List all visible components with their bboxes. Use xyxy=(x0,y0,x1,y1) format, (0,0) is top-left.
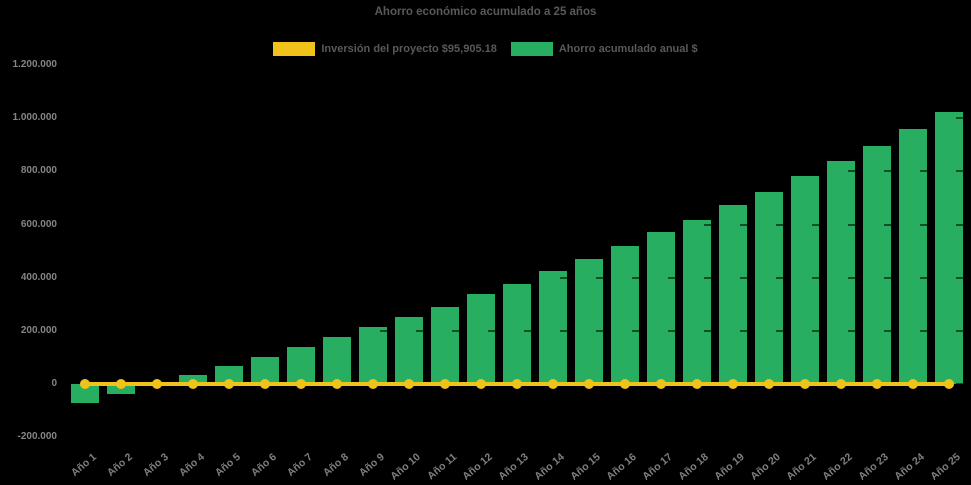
x-axis-tick-label: Año 1 xyxy=(68,451,99,479)
y-axis-tick-label: 1.000.000 xyxy=(12,112,58,124)
bar-ano-7[interactable] xyxy=(287,347,315,384)
y-axis-tick-label: 600.000 xyxy=(20,218,57,230)
bar-ano-8[interactable] xyxy=(323,337,351,384)
x-axis-tick-label: Año 15 xyxy=(568,451,603,483)
x-axis-tick-label: Año 16 xyxy=(604,451,639,483)
x-axis-tick-label: Año 17 xyxy=(640,451,675,483)
x-axis-tick-label: Año 10 xyxy=(388,451,423,483)
x-axis-tick-label: Año 12 xyxy=(460,451,495,483)
x-axis-tick-label: Año 22 xyxy=(820,451,855,483)
legend-swatch-icon xyxy=(510,42,553,56)
bar-ano-21[interactable] xyxy=(791,176,819,384)
investment-line-marker[interactable] xyxy=(476,379,486,389)
investment-line-marker[interactable] xyxy=(224,379,234,389)
bar-ano-22[interactable] xyxy=(827,160,855,384)
y-axis-tick-label: -200.000 xyxy=(17,431,57,443)
x-axis-tick-label: Año 21 xyxy=(784,451,819,483)
x-axis-tick-label: Año 11 xyxy=(424,451,459,483)
bar-ano-5[interactable] xyxy=(215,365,243,384)
y-axis-tick-label: 400.000 xyxy=(20,271,57,283)
investment-line-marker[interactable] xyxy=(332,379,342,389)
x-axis-tick-label: Año 3 xyxy=(140,451,171,479)
gridline xyxy=(63,276,963,279)
bar-ano-18[interactable] xyxy=(683,220,711,384)
bar-ano-17[interactable] xyxy=(647,232,675,384)
bar-ano-12[interactable] xyxy=(467,294,495,384)
investment-line-marker[interactable] xyxy=(656,379,666,389)
bar-ano-20[interactable] xyxy=(755,191,783,384)
legend-item-2[interactable]: Ahorro acumulado anual $ xyxy=(510,42,698,56)
bar-ano-19[interactable] xyxy=(719,204,747,384)
x-axis-tick-label: Año 5 xyxy=(212,451,243,479)
bar-ano-16[interactable] xyxy=(611,246,639,384)
legend-item-1[interactable]: Inversión del proyecto $95,905.18 xyxy=(273,42,497,56)
investment-line-marker[interactable] xyxy=(116,379,126,389)
legend-item-label: Inversión del proyecto $95,905.18 xyxy=(321,43,497,55)
gridline xyxy=(63,436,963,439)
bar-ano-24[interactable] xyxy=(899,128,927,384)
x-axis-tick-label: Año 20 xyxy=(748,451,783,483)
investment-line-marker[interactable] xyxy=(440,379,450,389)
y-axis-tick-label: 200.000 xyxy=(20,324,57,336)
bar-ano-10[interactable] xyxy=(395,316,423,384)
bar-ano-15[interactable] xyxy=(575,258,603,384)
gridline xyxy=(63,64,963,67)
investment-line-marker[interactable] xyxy=(764,379,774,389)
legend-swatch-icon xyxy=(273,42,316,56)
bar-ano-13[interactable] xyxy=(503,283,531,384)
gridline xyxy=(63,170,963,173)
gridline xyxy=(63,223,963,226)
bar-ano-25[interactable] xyxy=(935,111,963,384)
investment-line-marker[interactable] xyxy=(620,379,630,389)
investment-line-marker[interactable] xyxy=(512,379,522,389)
x-axis-tick-label: Año 4 xyxy=(176,451,207,479)
y-axis-tick-label: 0 xyxy=(51,378,57,389)
x-axis-tick-label: Año 14 xyxy=(532,451,567,483)
bar-ano-11[interactable] xyxy=(431,306,459,384)
x-axis-tick-label: Año 18 xyxy=(676,451,711,483)
investment-line-marker[interactable] xyxy=(260,379,270,389)
investment-line-marker[interactable] xyxy=(584,379,594,389)
investment-line-marker[interactable] xyxy=(872,379,882,389)
investment-line-marker[interactable] xyxy=(728,379,738,389)
gridline xyxy=(63,329,963,332)
x-axis-tick-label: Año 9 xyxy=(356,451,387,479)
x-axis-tick-label: Año 8 xyxy=(320,451,351,479)
bar-ano-23[interactable] xyxy=(863,145,891,384)
bar-ano-9[interactable] xyxy=(359,326,387,384)
investment-line-marker[interactable] xyxy=(404,379,414,389)
investment-line-marker[interactable] xyxy=(152,379,162,389)
chart-title: Ahorro económico acumulado a 25 años xyxy=(374,6,597,18)
bar-ano-1[interactable] xyxy=(71,384,99,403)
x-axis-tick-label: Año 23 xyxy=(856,451,891,483)
legend-item-label: Ahorro acumulado anual $ xyxy=(558,43,698,55)
x-axis-tick-label: Año 6 xyxy=(248,451,279,479)
x-axis-tick-label: Año 24 xyxy=(892,451,927,483)
investment-line-marker[interactable] xyxy=(692,379,702,389)
investment-line-marker[interactable] xyxy=(836,379,846,389)
x-axis-tick-label: Año 25 xyxy=(928,451,963,483)
x-axis-tick-label: Año 13 xyxy=(496,451,531,483)
investment-line-marker[interactable] xyxy=(188,379,198,389)
y-axis-tick-label: 800.000 xyxy=(20,165,57,177)
x-axis-tick-label: Año 2 xyxy=(104,451,135,479)
investment-line-marker[interactable] xyxy=(296,379,306,389)
bar-ano-2[interactable] xyxy=(107,384,135,395)
investment-line-marker[interactable] xyxy=(368,379,378,389)
investment-line-marker[interactable] xyxy=(800,379,810,389)
x-axis-tick-label: Año 19 xyxy=(712,451,747,483)
investment-line-marker[interactable] xyxy=(548,379,558,389)
investment-line-marker[interactable] xyxy=(908,379,918,389)
chart-legend: Inversión del proyecto $95,905.18 Ahorro … xyxy=(0,42,971,56)
gridline xyxy=(63,117,963,120)
investment-line-marker[interactable] xyxy=(944,379,954,389)
investment-line-marker[interactable] xyxy=(80,379,90,389)
bar-ano-14[interactable] xyxy=(539,270,567,384)
y-axis-tick-label: 1.200.000 xyxy=(12,59,58,71)
x-axis-tick-label: Año 7 xyxy=(284,451,315,479)
